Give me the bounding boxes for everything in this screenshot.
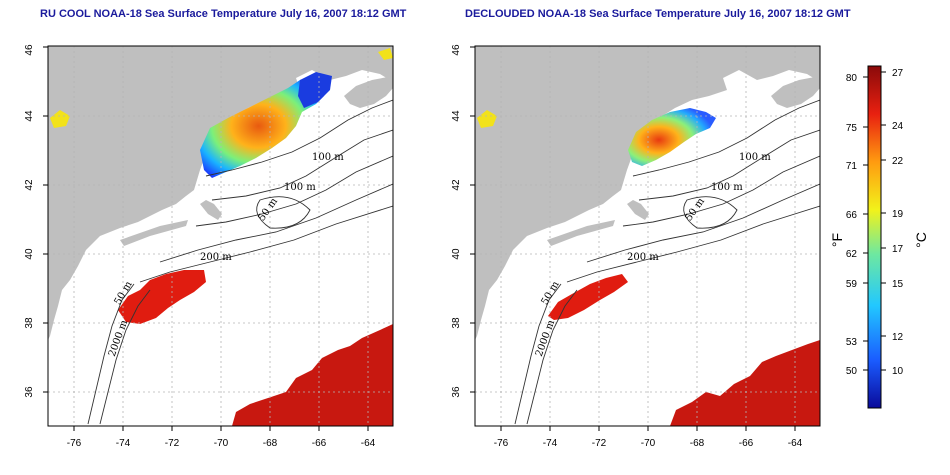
x-tick-label: -70: [214, 438, 229, 449]
nw-sst-spot: [50, 110, 70, 128]
panel-2-title: DECLOUDED NOAA-18 Sea Surface Temperatur…: [465, 8, 851, 20]
celsius-tick-label: 17: [892, 244, 904, 255]
fahrenheit-tick-label: 66: [846, 210, 858, 221]
celsius-tick-labels: 27 24 22 19 17 15 12 10: [892, 68, 904, 377]
x-tick-label: -76: [67, 438, 82, 449]
cape-cod-land: [200, 200, 222, 220]
x-tick-label: -68: [263, 438, 278, 449]
x-tick-label: -74: [116, 438, 131, 449]
long-island-land: [547, 220, 615, 246]
contour-label-100m-a: 100 m: [739, 152, 771, 163]
contour-label-100m-b: 100 m: [284, 182, 316, 193]
map-panel-left: 100 m 100 m 50 m 200 m 50 m 2000 m -76 -…: [24, 44, 394, 449]
y-tick-labels: 36 38 40 42 44 46: [24, 44, 35, 398]
x-tick-label: -64: [788, 438, 803, 449]
x-tick-label: -74: [543, 438, 558, 449]
axis-ticks: [43, 46, 369, 431]
nova-scotia-land: [771, 76, 820, 108]
y-tick-label: 46: [451, 44, 462, 56]
gulf-of-maine-sst: [200, 74, 330, 178]
bathymetry-contours: [87, 99, 393, 425]
celsius-tick-label: 10: [892, 366, 904, 377]
fahrenheit-tick-labels: 80 75 71 66 62 59 53 50: [846, 73, 858, 377]
y-tick-labels: 36 38 40 42 44 46: [451, 44, 462, 398]
land-mass: [475, 46, 820, 340]
celsius-tick-label: 12: [892, 332, 904, 343]
x-tick-label: -66: [739, 438, 754, 449]
graticule: [48, 46, 393, 426]
gulf-stream-sst-north: [548, 274, 628, 320]
y-tick-label: 42: [24, 179, 35, 191]
x-tick-label: -70: [641, 438, 656, 449]
map-panel-right: 100 m 100 m 50 m 200 m 50 m 2000 m -76 -…: [451, 44, 821, 449]
x-tick-label: -68: [690, 438, 705, 449]
x-tick-labels: -76 -74 -72 -70 -68 -66 -64: [494, 438, 803, 449]
contour-label-100m-a: 100 m: [312, 152, 344, 163]
panel-1-title: RU COOL NOAA-18 Sea Surface Temperature …: [40, 8, 407, 20]
y-tick-label: 38: [451, 317, 462, 329]
fahrenheit-tick-label: 75: [846, 123, 858, 134]
y-tick-label: 44: [451, 110, 462, 122]
fahrenheit-tick-label: 53: [846, 337, 858, 348]
y-tick-label: 44: [24, 110, 35, 122]
y-tick-label: 46: [24, 44, 35, 56]
contour-label-200m: 200 m: [627, 252, 659, 263]
gulf-stream-sst-south: [670, 340, 820, 426]
y-tick-label: 36: [451, 386, 462, 398]
fahrenheit-tick-label: 50: [846, 366, 858, 377]
long-island-land: [120, 220, 188, 246]
gulf-stream-sst-south: [232, 324, 393, 426]
y-tick-label: 36: [24, 386, 35, 398]
gulf-stream-sst-north: [118, 270, 206, 324]
nova-scotia-shelf-sst: [298, 72, 332, 108]
x-tick-label: -64: [361, 438, 376, 449]
y-tick-label: 38: [24, 317, 35, 329]
y-tick-label: 40: [24, 248, 35, 260]
x-tick-label: -72: [592, 438, 607, 449]
cape-cod-land: [627, 200, 649, 220]
celsius-tick-label: 24: [892, 121, 904, 132]
contour-label-200m: 200 m: [200, 252, 232, 263]
colorbar-gradient: [867, 65, 882, 409]
ne-sst-spot: [378, 48, 393, 60]
fahrenheit-tick-label: 71: [846, 161, 858, 172]
fahrenheit-tick-label: 59: [846, 279, 858, 290]
fahrenheit-tick-label: 80: [846, 73, 858, 84]
celsius-tick-label: 15: [892, 279, 904, 290]
colorbar-ticks: [863, 71, 886, 371]
celsius-tick-label: 19: [892, 209, 904, 220]
fahrenheit-unit-label: °F: [829, 233, 845, 247]
x-tick-labels: -76 -74 -72 -70 -68 -66 -64: [67, 438, 376, 449]
bathymetry-contours: [514, 99, 820, 425]
gulf-of-maine-sst: [628, 108, 716, 166]
y-tick-label: 42: [451, 179, 462, 191]
land-mass: [48, 46, 393, 340]
celsius-tick-label: 22: [892, 156, 904, 167]
nw-sst-spot: [477, 110, 497, 128]
x-tick-label: -66: [312, 438, 327, 449]
contour-label-100m-b: 100 m: [711, 182, 743, 193]
y-tick-label: 40: [451, 248, 462, 260]
celsius-tick-label: 27: [892, 68, 904, 79]
colorbar: 80 75 71 66 62 59 53 50 27 24 22 19 17 1…: [829, 65, 929, 409]
axis-ticks: [470, 46, 796, 431]
fahrenheit-tick-label: 62: [846, 249, 858, 260]
graticule: [475, 46, 820, 426]
nova-scotia-land: [344, 76, 393, 108]
celsius-unit-label: °C: [913, 232, 929, 248]
x-tick-label: -72: [165, 438, 180, 449]
x-tick-label: -76: [494, 438, 509, 449]
